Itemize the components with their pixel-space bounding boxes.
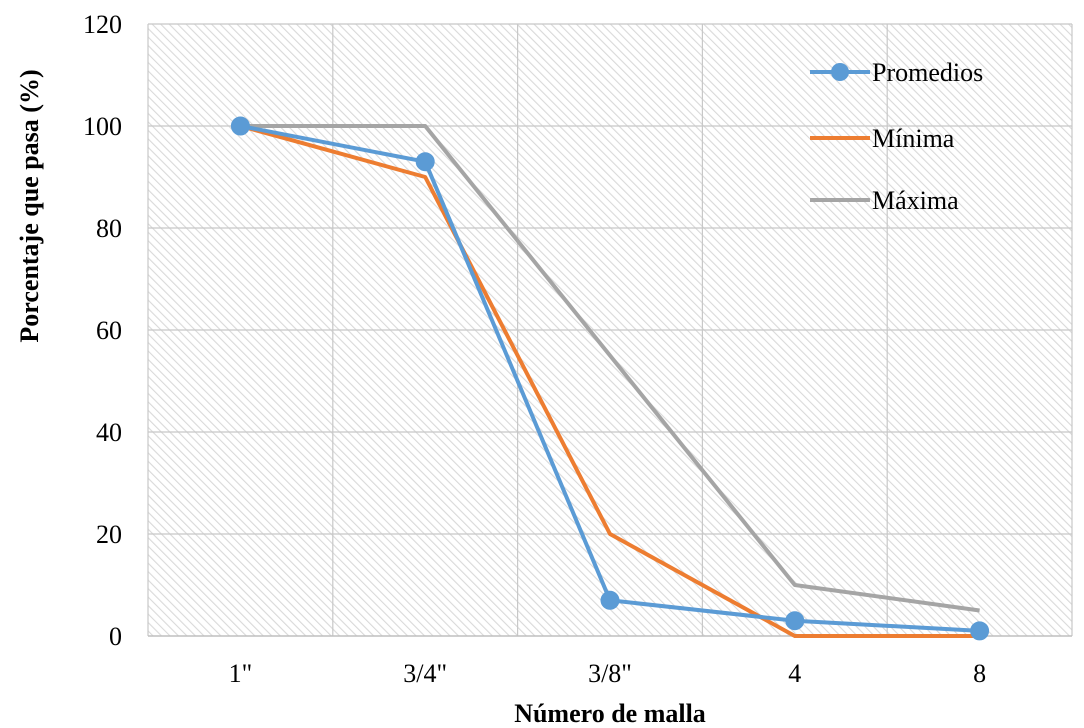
y-axis-title: Porcentaje que pasa (%): [15, 69, 44, 342]
x-tick-label: 8: [973, 659, 986, 688]
legend-label-1: Mínima: [872, 124, 955, 153]
x-tick-label: 3/8": [588, 659, 632, 688]
y-tick-label: 0: [109, 622, 122, 651]
data-point: [415, 152, 435, 172]
y-tick-label: 20: [96, 520, 122, 549]
legend-label-0: Promedios: [872, 58, 983, 87]
data-point: [230, 116, 250, 136]
data-point: [785, 611, 805, 631]
y-tick-label: 120: [83, 10, 122, 39]
y-axis-ticks: 0 20 40 60 80 100 120: [83, 10, 122, 651]
x-axis-ticks: 1" 3/4" 3/8" 4 8: [229, 659, 987, 688]
x-tick-label: 4: [788, 659, 801, 688]
x-axis-title: Número de malla: [514, 699, 706, 728]
legend-label-2: Máxima: [872, 186, 959, 215]
y-tick-label: 100: [83, 112, 122, 141]
data-point: [600, 590, 620, 610]
series-line-2: [240, 124, 980, 613]
x-tick-label: 3/4": [403, 659, 447, 688]
legend-marker: [831, 63, 849, 81]
legend: Promedios Mínima Máxima: [810, 58, 983, 215]
data-point: [970, 621, 990, 641]
y-tick-label: 60: [96, 316, 122, 345]
y-tick-label: 40: [96, 418, 122, 447]
y-tick-label: 80: [96, 214, 122, 243]
x-tick-label: 1": [229, 659, 253, 688]
series-line-1: [239, 124, 980, 638]
series-group: [230, 116, 990, 641]
